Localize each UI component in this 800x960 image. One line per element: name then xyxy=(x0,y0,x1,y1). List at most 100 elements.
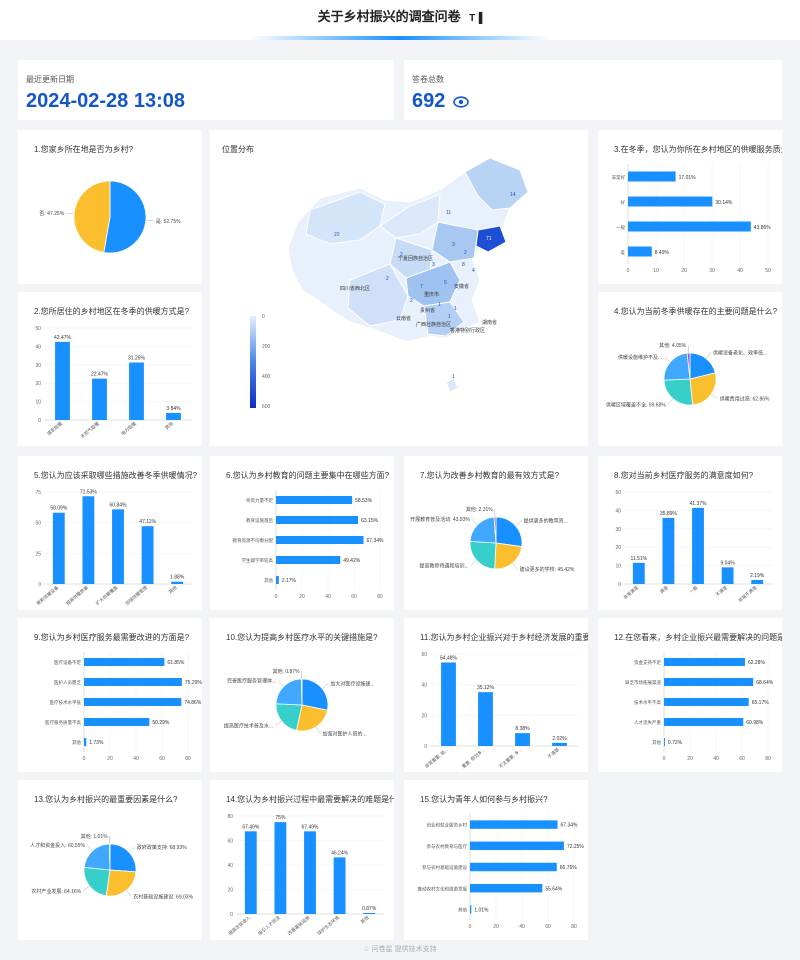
bar[interactable] xyxy=(166,412,181,420)
bar[interactable] xyxy=(276,516,359,524)
signal-icon: T▐ xyxy=(469,13,483,24)
bar-value-label: 75.29% xyxy=(185,680,202,686)
pie-slice[interactable] xyxy=(300,678,303,706)
pie-slice[interactable] xyxy=(275,678,303,706)
bar[interactable] xyxy=(751,579,764,584)
bar[interactable] xyxy=(515,733,530,746)
y-tick-label: 创业和就业服务乡村 xyxy=(427,822,468,829)
bar[interactable] xyxy=(664,698,749,706)
bar[interactable] xyxy=(112,509,124,584)
title-underline xyxy=(250,36,550,40)
chart-title: 5.您认为应该采取哪些措施改善冬季供暖情况? xyxy=(34,471,198,480)
bar[interactable] xyxy=(662,517,675,584)
bar[interactable] xyxy=(632,562,645,584)
pie-slice[interactable] xyxy=(275,703,303,731)
map-region-label: 宁夏回族自治区 xyxy=(398,255,433,262)
chart-plot: 0 20 40 60 80 67.34% 创业和就业服务乡村 72.25% 参与农村教育与医疗 6… xyxy=(418,814,584,930)
bar[interactable] xyxy=(55,341,70,420)
bar-value-label: 35.12% xyxy=(477,685,495,691)
y-tick-label: 其他 xyxy=(264,577,273,584)
pie-label: 其他: 1.01% xyxy=(81,833,109,840)
pie-slice[interactable] xyxy=(83,843,111,871)
bar-value-label: 35.89% xyxy=(660,511,678,517)
china-map: 0 200 400 600 四川省西北区 宁夏回族自治区 重庆市 安徽省 贵州省… xyxy=(250,157,529,410)
pie-slice[interactable] xyxy=(495,516,523,548)
bar[interactable] xyxy=(363,912,376,914)
bar[interactable] xyxy=(274,822,287,914)
bar[interactable] xyxy=(470,905,472,914)
pie-slice[interactable] xyxy=(109,843,137,873)
bar[interactable] xyxy=(276,556,341,564)
bar[interactable] xyxy=(84,658,165,666)
bar[interactable] xyxy=(84,698,182,706)
x-tick-label: 扩大供暖覆盖 xyxy=(94,584,120,607)
map-count: 8 xyxy=(462,262,465,268)
bar[interactable] xyxy=(664,678,754,686)
pie-leader xyxy=(83,885,90,892)
pie-slice[interactable] xyxy=(663,378,693,406)
bar[interactable] xyxy=(628,171,676,182)
y-tick-label: 80 xyxy=(227,814,233,820)
pie-slice[interactable] xyxy=(469,540,497,570)
pie-slice[interactable] xyxy=(493,516,497,544)
x-tick-label: 其他 xyxy=(167,584,179,595)
bar[interactable] xyxy=(628,221,751,232)
x-tick-label: 0 xyxy=(275,594,278,600)
pie-slice[interactable] xyxy=(295,704,328,732)
pie-slice[interactable] xyxy=(105,869,137,897)
pie-slice[interactable] xyxy=(103,180,147,254)
bar[interactable] xyxy=(276,576,279,584)
bar[interactable] xyxy=(470,883,543,893)
x-tick-label: 电力取暖 xyxy=(119,420,138,437)
x-tick-label: 不太重要, 乡... xyxy=(497,746,524,770)
pie-slice[interactable] xyxy=(469,516,497,544)
pie-slice[interactable] xyxy=(108,843,111,871)
bar[interactable] xyxy=(92,378,107,420)
bar[interactable] xyxy=(333,857,346,914)
bar[interactable] xyxy=(692,507,704,584)
bar-value-label: 0.72% xyxy=(668,740,683,746)
bar[interactable] xyxy=(84,738,87,746)
bar[interactable] xyxy=(721,567,734,584)
y-tick-label: 推动农村文化和旅游发展 xyxy=(418,885,468,892)
bar[interactable] xyxy=(552,742,567,746)
bar[interactable] xyxy=(628,196,713,207)
bar[interactable] xyxy=(129,362,144,421)
eye-icon xyxy=(453,96,469,108)
bar[interactable] xyxy=(84,678,182,686)
bar[interactable] xyxy=(664,738,665,746)
pie-slice[interactable] xyxy=(83,866,111,897)
bar[interactable] xyxy=(664,658,745,666)
bar[interactable] xyxy=(470,862,557,872)
bar-value-label: 66.76% xyxy=(560,865,578,871)
bar-value-label: 58.09% xyxy=(50,506,68,512)
bar[interactable] xyxy=(52,512,65,584)
bar[interactable] xyxy=(82,496,95,584)
bar[interactable] xyxy=(244,831,257,914)
pie-slice[interactable] xyxy=(73,180,111,253)
pie-slice[interactable] xyxy=(689,372,717,406)
bar[interactable] xyxy=(304,831,316,914)
pie-slice[interactable] xyxy=(663,352,691,381)
y-tick-label: 40 xyxy=(227,863,233,869)
bar[interactable] xyxy=(276,496,353,504)
bar[interactable] xyxy=(470,841,564,851)
pie-leader xyxy=(86,844,93,852)
bar-value-label: 74.86% xyxy=(184,700,202,706)
bar[interactable] xyxy=(141,526,154,584)
bar[interactable] xyxy=(84,718,150,726)
bar[interactable] xyxy=(171,581,184,584)
bar[interactable] xyxy=(470,820,558,829)
bar-value-label: 58.53% xyxy=(355,498,373,504)
bar[interactable] xyxy=(441,662,456,746)
pie-leader xyxy=(126,890,132,897)
pie-slice[interactable] xyxy=(689,352,716,380)
bar[interactable] xyxy=(276,536,364,544)
bar-value-label: 63.15% xyxy=(361,518,379,524)
pie-slice[interactable] xyxy=(301,678,329,711)
y-tick-label: 人才流失严重 xyxy=(634,719,661,726)
pie-slice[interactable] xyxy=(494,542,523,570)
bar[interactable] xyxy=(478,692,493,746)
bar[interactable] xyxy=(628,246,652,257)
bar[interactable] xyxy=(664,718,744,726)
